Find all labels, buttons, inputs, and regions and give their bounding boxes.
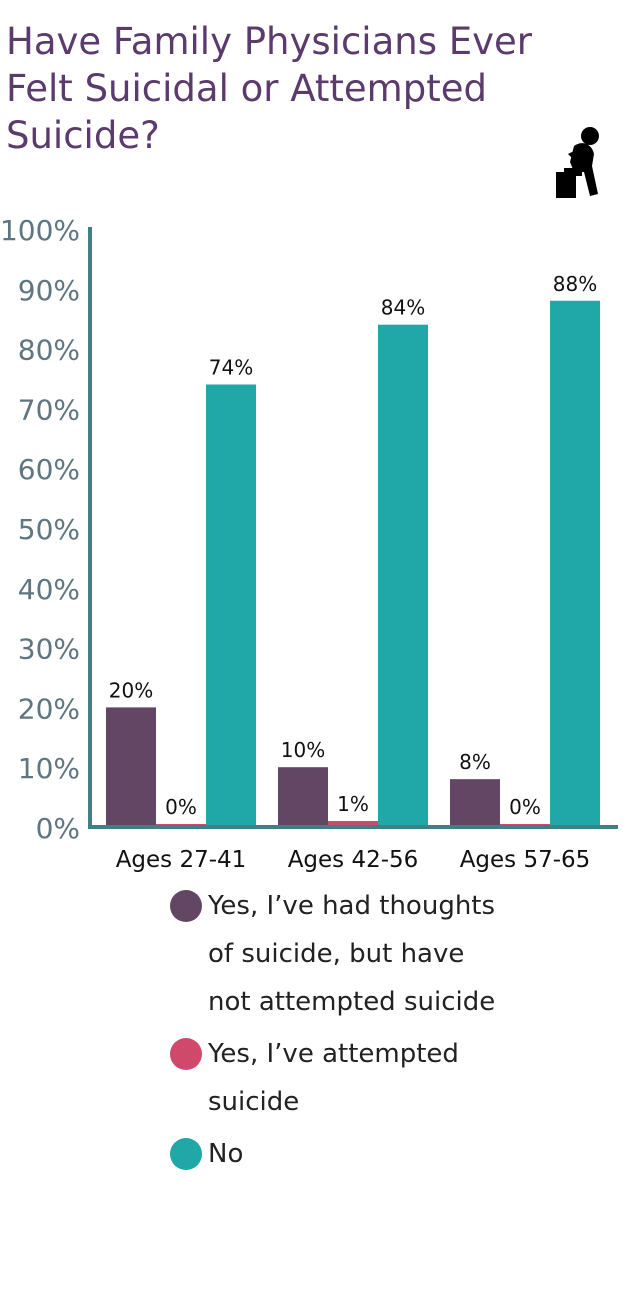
- data-label: 84%: [381, 296, 425, 320]
- x-tick-label: Ages 57-65: [460, 847, 591, 873]
- legend-item-attempted: Yes, I’ve attempted suicide: [168, 1030, 508, 1126]
- y-tick-label: 70%: [18, 393, 80, 426]
- x-tick-label: Ages 27-41: [116, 847, 247, 873]
- y-tick-label: 20%: [18, 692, 80, 725]
- legend-swatch-no: [170, 1138, 202, 1170]
- data-label: 88%: [553, 272, 597, 296]
- y-tick-label: 50%: [18, 513, 80, 546]
- bar: [278, 767, 328, 827]
- data-label: 0%: [509, 795, 541, 819]
- legend-item-no: No: [168, 1130, 508, 1178]
- legend-item-thoughts: Yes, I’ve had thoughts of suicide, but h…: [168, 882, 508, 1026]
- y-tick-label: 60%: [18, 453, 80, 486]
- x-tick-label: Ages 42-56: [288, 847, 419, 873]
- legend-swatch-attempted: [170, 1038, 202, 1070]
- data-label: 10%: [281, 738, 325, 762]
- data-label: 20%: [109, 678, 153, 702]
- bar: [550, 300, 600, 827]
- bar: [328, 821, 378, 827]
- y-tick-label: 90%: [18, 274, 80, 307]
- bar: [378, 324, 428, 827]
- data-label: 1%: [337, 792, 369, 816]
- chart-title: Have Family Physicians Ever Felt Suicida…: [6, 20, 532, 157]
- data-label: 0%: [165, 795, 197, 819]
- legend-label: Yes, I’ve had thoughts of suicide, but h…: [208, 891, 496, 1017]
- bar: [206, 384, 256, 827]
- y-tick-label: 30%: [18, 633, 80, 666]
- y-tick-label: 100%: [0, 214, 80, 247]
- data-label: 8%: [459, 750, 491, 774]
- data-label: 74%: [209, 355, 253, 379]
- legend-label: No: [208, 1139, 244, 1169]
- y-tick-label: 10%: [18, 752, 80, 785]
- bar: [450, 779, 500, 827]
- y-tick-label: 40%: [18, 573, 80, 606]
- chart-legend: Yes, I’ve had thoughts of suicide, but h…: [168, 882, 508, 1182]
- person-sitting-head-in-hand-icon: [556, 127, 599, 198]
- y-tick-label: 80%: [18, 334, 80, 367]
- bar-chart: 0% 10% 20% 30% 40% 50% 60% 70% 80% 90% 100% 20% 0% 74…: [0, 214, 618, 873]
- bar: [106, 707, 156, 827]
- y-tick-label: 0%: [36, 812, 80, 845]
- legend-swatch-thoughts: [170, 890, 202, 922]
- legend-label: Yes, I’ve attempted suicide: [208, 1039, 459, 1117]
